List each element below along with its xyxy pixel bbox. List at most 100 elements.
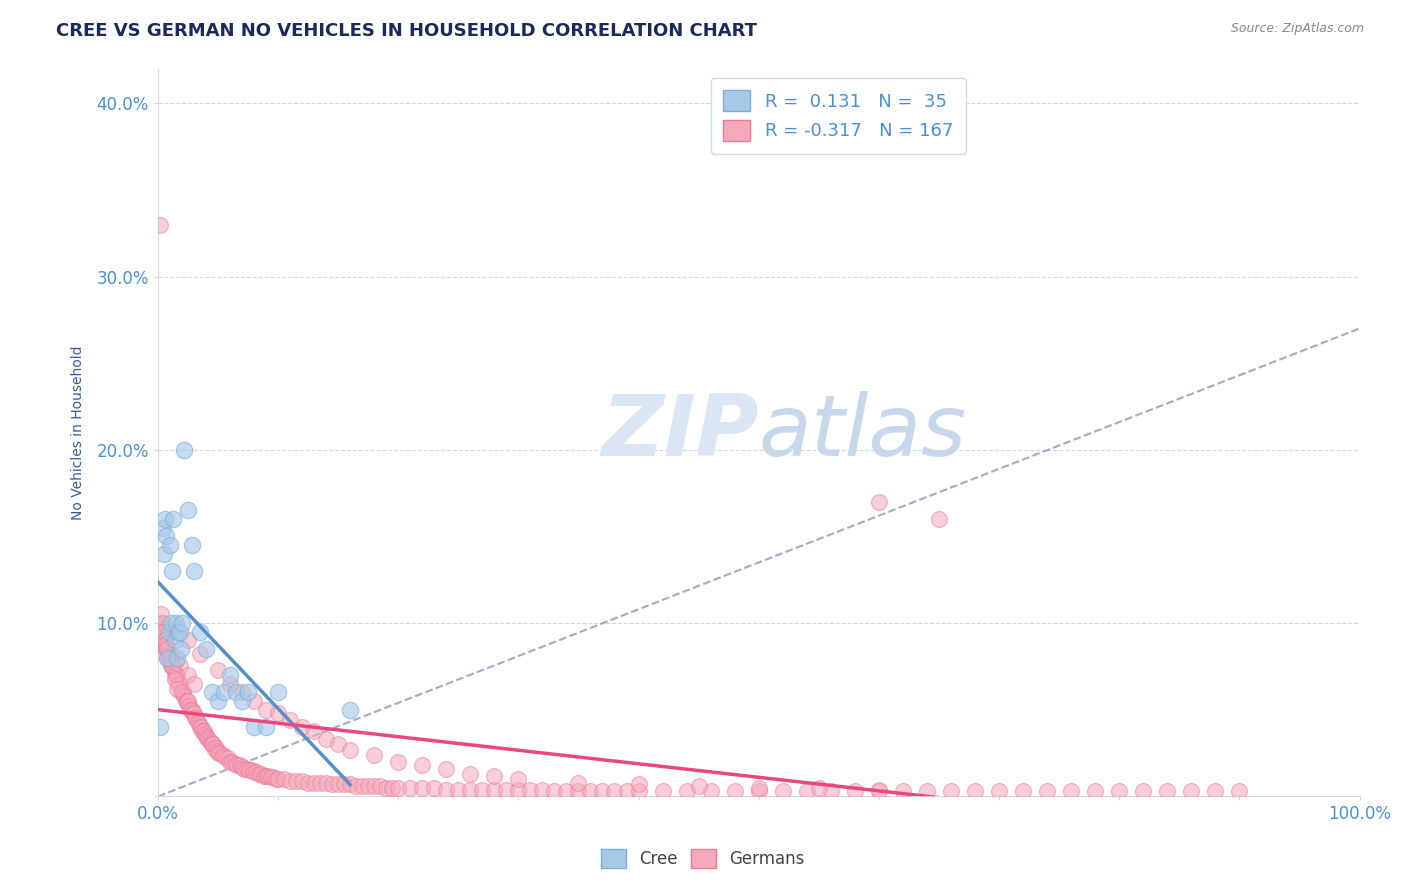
Point [169, 677, 191, 691]
Point [368, 779, 391, 793]
Point [257, 769, 280, 783]
Point [326, 738, 349, 752]
Point [194, 642, 217, 657]
Point [181, 706, 204, 721]
Point [157, 650, 180, 665]
Point [162, 654, 184, 668]
Point [162, 564, 184, 578]
Point [166, 650, 188, 665]
Point [231, 685, 253, 699]
Point [928, 512, 950, 526]
Point [205, 744, 228, 758]
Point [153, 633, 176, 648]
Point [160, 616, 183, 631]
Point [495, 782, 517, 797]
Point [200, 736, 222, 750]
Point [1084, 784, 1107, 798]
Point [291, 773, 314, 788]
Point [149, 218, 172, 232]
Point [166, 668, 188, 682]
Point [278, 713, 301, 727]
Point [202, 738, 225, 752]
Point [555, 784, 578, 798]
Point [567, 775, 589, 789]
Point [302, 723, 325, 738]
Point [1156, 784, 1178, 798]
Point [339, 742, 361, 756]
Point [772, 784, 794, 798]
Point [963, 784, 986, 798]
Point [163, 668, 186, 682]
Point [471, 782, 494, 797]
Point [155, 637, 177, 651]
Point [193, 723, 215, 738]
Point [592, 784, 614, 798]
Point [156, 650, 179, 665]
Point [153, 547, 176, 561]
Point [153, 624, 176, 639]
Point [1132, 784, 1154, 798]
Point [195, 731, 218, 745]
Point [233, 762, 256, 776]
Point [152, 624, 174, 639]
Point [868, 782, 890, 797]
Point [531, 782, 554, 797]
Point [163, 672, 186, 686]
Point [363, 779, 385, 793]
Point [238, 764, 260, 778]
Point [219, 677, 242, 691]
Point [651, 784, 673, 798]
Point [159, 648, 181, 662]
Point [209, 746, 232, 760]
Point [211, 747, 233, 762]
Point [231, 760, 253, 774]
Point [252, 769, 274, 783]
Point [579, 784, 602, 798]
Point [169, 659, 191, 673]
Point [170, 616, 193, 631]
Point [149, 720, 172, 734]
Point [183, 706, 205, 721]
Legend: R =  0.131   N =  35, R = -0.317   N = 167: R = 0.131 N = 35, R = -0.317 N = 167 [711, 78, 966, 153]
Point [173, 689, 195, 703]
Point [163, 633, 186, 648]
Point [162, 659, 184, 673]
Y-axis label: No Vehicles in Household: No Vehicles in Household [72, 345, 86, 520]
Point [1227, 784, 1250, 798]
Point [165, 616, 187, 631]
Point [243, 720, 266, 734]
Point [387, 780, 409, 795]
Point [724, 784, 747, 798]
Point [1012, 784, 1035, 798]
Point [484, 769, 506, 783]
Point [180, 703, 202, 717]
Point [165, 654, 187, 668]
Point [172, 685, 194, 699]
Point [519, 782, 541, 797]
Point [156, 642, 179, 657]
Point [179, 699, 201, 714]
Point [247, 767, 270, 781]
Point [1204, 784, 1226, 798]
Point [228, 758, 250, 772]
Text: atlas: atlas [759, 391, 967, 474]
Point [219, 668, 242, 682]
Point [155, 529, 177, 543]
Point [169, 624, 191, 639]
Point [267, 772, 290, 786]
Point [157, 650, 180, 665]
Point [155, 642, 177, 657]
Point [352, 779, 374, 793]
Point [807, 780, 830, 795]
Point [339, 777, 361, 791]
Point [844, 784, 866, 798]
Point [484, 782, 506, 797]
Point [567, 784, 589, 798]
Point [194, 729, 217, 743]
Point [434, 762, 457, 776]
Point [170, 685, 193, 699]
Point [434, 782, 457, 797]
Point [187, 716, 209, 731]
Point [152, 521, 174, 535]
Point [177, 694, 200, 708]
